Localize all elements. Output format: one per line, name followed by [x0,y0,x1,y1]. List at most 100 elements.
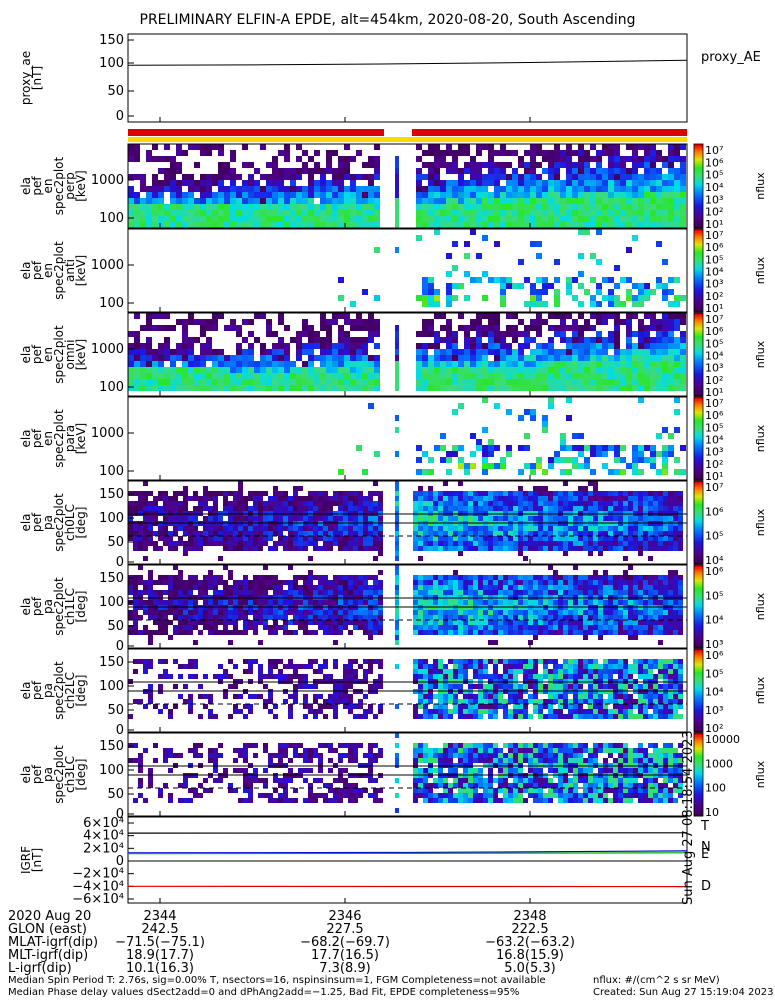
spec-cell [656,241,662,247]
spec-cell [644,313,650,319]
spec-cell [494,379,500,385]
colorbar-frame [693,396,704,481]
spec-cell [596,168,602,174]
spec-cell [656,210,662,216]
spec-cell [488,496,493,501]
spec-cell [143,481,148,486]
spec-cell [608,168,614,174]
spec-cell [395,516,399,521]
spec-cell [158,216,164,222]
spec-cell [258,585,263,590]
spec-cell [512,331,518,337]
spec-cell [368,506,373,511]
spec-cell [433,506,438,511]
spec-cell [452,283,458,289]
spec-cell [332,180,338,186]
spec-cell [674,216,680,222]
spec-cell [548,198,554,204]
spec-cell [613,590,618,595]
spec-cell [638,385,644,391]
spec-cell [538,541,543,546]
colorbar-segment [694,274,703,278]
spec-cell [236,367,242,373]
spec-cell [182,367,188,373]
spec-cell [632,361,638,367]
spec-cell [650,174,656,180]
spec-cell [288,506,293,511]
spec-cell [236,210,242,216]
spec-cell [248,496,253,501]
spec-cell [353,580,358,585]
spec-cell [348,620,353,625]
spec-cell [638,295,644,301]
spec-cell [284,204,290,210]
spec-cell [182,385,188,391]
spec-cell [284,150,290,156]
spec-cell [608,150,614,156]
spec-cell [598,536,603,541]
spec-cell [224,198,230,204]
spec-cell [478,536,483,541]
colorbar-segment [694,352,703,355]
spec-cell [374,174,380,180]
spec-cell [395,491,399,496]
colorbar-segment [694,559,703,563]
spec-cell [530,222,536,228]
spec-cell [662,355,668,361]
colorbar-segment [694,411,703,415]
spec-cell [623,580,628,585]
spec-cell [182,361,188,367]
spec-cell [578,620,583,625]
ytick-label: 100 [99,464,124,479]
spec-cell [644,180,650,186]
spec-cell [453,615,458,620]
spec-cell [233,546,238,551]
spec-cell [558,516,563,521]
spec-cell [153,501,158,506]
spec-cell [263,600,268,605]
spec-cell [440,367,446,373]
spec-cell [146,367,152,373]
spec-cell [288,590,293,595]
spec-cell [248,385,254,391]
spec-cell [558,625,563,630]
spec-cell [344,385,350,391]
spec-cell [343,546,348,551]
spec-cell [548,403,554,409]
spec-cell [638,469,644,475]
spec-cell [476,355,482,361]
spec-cell [133,546,138,551]
spec-cell [518,620,523,625]
spec-cell [208,580,213,585]
spec-cell [578,343,584,349]
spec-cell [228,526,233,531]
spec-cell [494,343,500,349]
spec-cell [298,531,303,536]
spec-cell [208,526,213,531]
spec-cell [213,630,218,635]
spec-cell [566,349,572,355]
spec-cell [458,457,464,463]
spec-cell [560,216,566,222]
spec-cell [236,216,242,222]
spec-cell [212,367,218,373]
spec-cell [620,180,626,186]
spec-cell [242,210,248,216]
spec-cell [333,491,338,496]
spec-cell [464,295,470,301]
spec-cell [428,295,434,301]
spec-cell [273,625,278,630]
spec-cell [536,192,542,198]
spec-cell [518,491,523,496]
spec-cell [628,526,633,531]
spec-cell [290,361,296,367]
ylabel-line: en [41,179,55,194]
spec-cell [128,361,134,367]
spec-cell [278,536,283,541]
spec-cell [422,469,428,475]
spec-cell [618,625,623,630]
spec-cell [643,575,648,580]
spec-cell [200,222,206,228]
spec-cell [128,625,133,630]
spec-cell [563,575,568,580]
